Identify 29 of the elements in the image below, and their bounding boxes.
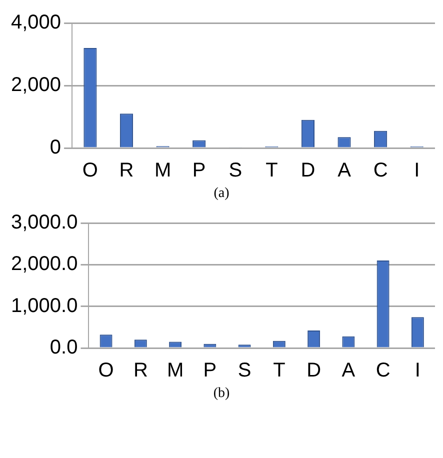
x-tick-label: P	[192, 160, 206, 182]
x-tick-label: M	[166, 360, 184, 382]
y-tick-label: 3,000.0	[10, 212, 78, 234]
x-tick-label: R	[119, 160, 134, 182]
x-tick-label: C	[376, 360, 390, 382]
x-tick-label: O	[82, 160, 98, 182]
x-tick-label: T	[266, 160, 278, 182]
x-tick-label: A	[338, 160, 352, 182]
y-tick-label: 4,000	[10, 12, 62, 34]
x-tick-label: P	[203, 360, 217, 382]
y-tick-label: 0	[50, 136, 62, 159]
text: (a)	[212, 186, 230, 203]
y-tick-label: 2,000.0	[10, 253, 78, 276]
x-tick-label: M	[154, 160, 172, 182]
x-tick-label: O	[98, 360, 114, 382]
x-tick-label: I	[414, 360, 420, 382]
x-tick-label: C	[373, 160, 388, 182]
y-tick-label: 2,000	[10, 74, 62, 96]
x-tick-label: S	[228, 160, 242, 182]
x-tick-label: I	[414, 160, 420, 182]
x-tick-label: S	[238, 360, 252, 382]
x-tick-label: R	[133, 360, 148, 382]
y-tick-label: 0.0	[50, 336, 78, 359]
x-tick-label: A	[342, 360, 356, 382]
x-tick-label: D	[306, 360, 322, 382]
text: (b)	[212, 386, 231, 403]
x-tick-label: T	[273, 360, 286, 382]
x-tick-label: D	[300, 160, 316, 182]
y-tick-label: 1,000.0	[10, 294, 78, 317]
